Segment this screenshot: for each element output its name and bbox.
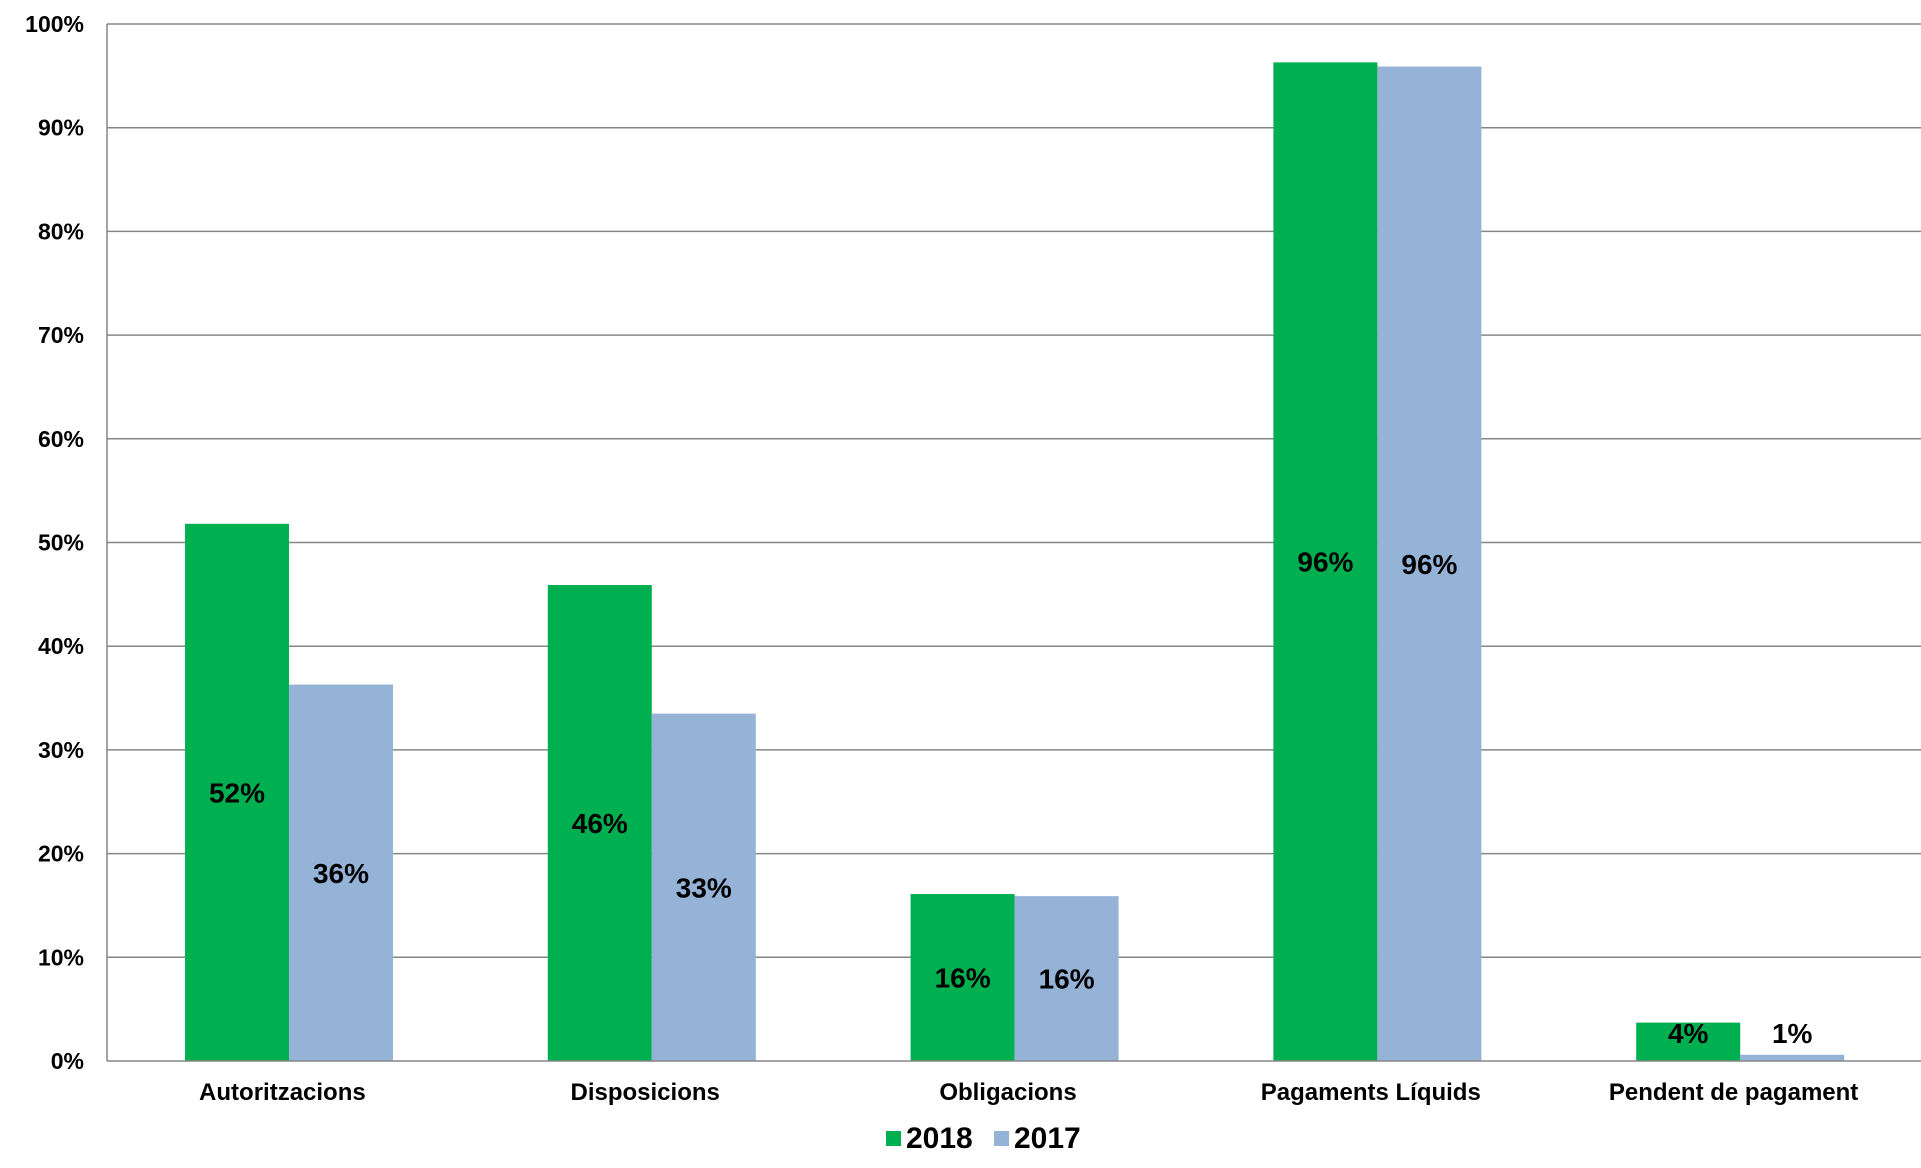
bar-2017-0 [289,684,393,1061]
y-tick-label: 40% [38,633,84,659]
bars [185,62,1845,1062]
legend-swatch [994,1131,1009,1146]
y-tick-label: 60% [38,426,84,452]
x-tick-label: Pendent de pagament [1609,1079,1858,1106]
data-label: 16% [935,963,991,994]
legend-label: 2018 [906,1122,973,1155]
bar-2018-3 [1273,62,1378,1061]
x-tick-label: Disposicions [571,1079,720,1106]
data-label: 16% [1039,964,1095,995]
data-labels: 52% 36% 46% 33% 16% 16% 96% 96% 4% 1% [209,547,1813,1049]
data-label: 1% [1772,1018,1813,1049]
bar-2017-3 [1377,66,1482,1062]
data-label: 36% [313,858,369,889]
y-tick-label: 90% [38,115,84,141]
bar-2017-1 [651,713,756,1061]
axes: 0% 10% 20% 30% 40% 50% 60% 70% 80% 90% 100% Autorit… [25,11,1921,1106]
legend-swatch [886,1131,901,1146]
x-tick-label: Obligacions [939,1079,1076,1106]
legend: 2018 2017 [886,1122,1081,1155]
bar-2017-2 [1014,896,1119,1061]
bar-2018-1 [547,585,652,1061]
data-label: 4% [1668,1018,1709,1049]
data-label: 52% [209,777,265,808]
data-label: 46% [572,808,628,839]
x-tick-label: Autoritzacions [199,1079,366,1106]
x-tick-label: Pagaments Líquids [1261,1079,1481,1106]
data-label: 33% [676,872,732,903]
y-tick-label: 80% [38,218,84,244]
y-tick-label: 10% [38,944,84,970]
bar-2018-0 [185,523,289,1061]
bar-2017-4 [1740,1054,1845,1061]
y-tick-label: 50% [38,530,84,556]
y-tick-label: 30% [38,737,84,763]
data-label: 96% [1401,549,1457,580]
data-label: 96% [1297,547,1353,578]
gridlines [107,23,1921,959]
y-tick-label: 70% [38,322,84,348]
y-tick-label: 100% [25,11,84,37]
y-tick-label: 0% [51,1048,84,1074]
bar-2018-4 [1636,1022,1741,1061]
legend-label: 2017 [1014,1122,1081,1155]
bar-2018-2 [910,894,1015,1061]
y-tick-label: 20% [38,841,84,867]
